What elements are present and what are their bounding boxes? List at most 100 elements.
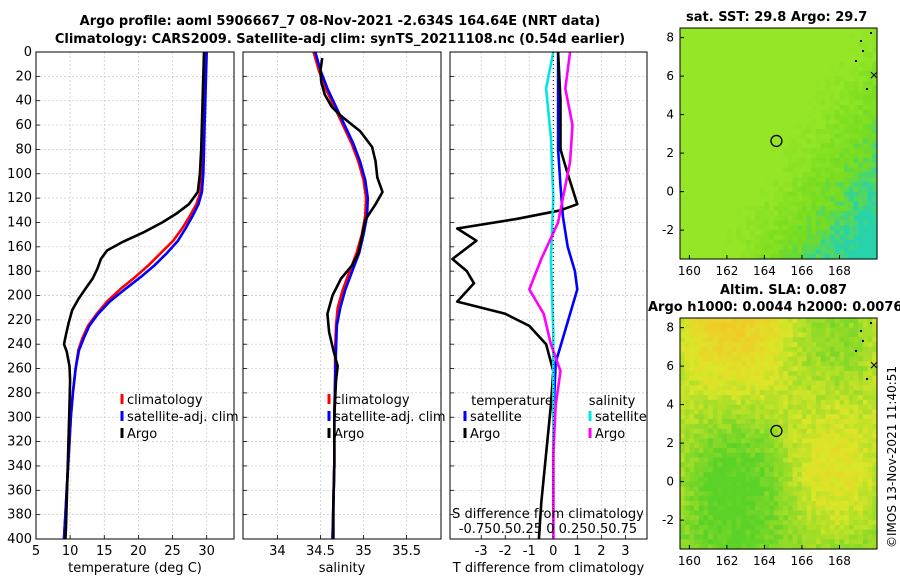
- map-cell: [759, 42, 766, 48]
- map-cell: [816, 244, 822, 250]
- map-cell: [806, 366, 812, 372]
- map-cell: [755, 544, 761, 550]
- map-cell: [830, 196, 836, 202]
- map-cell: [848, 505, 855, 512]
- map-cell: [778, 491, 784, 497]
- map-cell: [745, 515, 751, 521]
- map-cell: [783, 119, 789, 125]
- map-cell: [801, 109, 808, 116]
- map-cell: [773, 114, 780, 121]
- map-cell: [684, 366, 690, 372]
- map-cell: [787, 452, 794, 459]
- map-cell: [783, 47, 789, 53]
- map-cell: [806, 225, 812, 231]
- map-cell: [806, 327, 812, 334]
- map-cell: [736, 395, 742, 401]
- map-cell: [773, 254, 780, 260]
- map-cell: [787, 52, 794, 58]
- map-cell: [778, 230, 784, 236]
- map-cell: [722, 337, 728, 343]
- map-cell: [834, 332, 841, 338]
- map-cell: [773, 138, 780, 145]
- map-cell: [830, 56, 836, 63]
- map-cell: [740, 162, 747, 169]
- map-cell: [862, 153, 869, 159]
- map-cell: [740, 524, 747, 531]
- map-cell: [750, 520, 756, 526]
- map-cell: [703, 510, 709, 516]
- map-cell: [862, 467, 869, 473]
- map-cell: [773, 423, 780, 430]
- map-cell: [689, 462, 695, 468]
- map-cell: [783, 491, 789, 497]
- map-cell: [680, 71, 686, 77]
- map-cell: [872, 167, 878, 173]
- map-cell: [872, 124, 878, 130]
- map-cell: [726, 467, 733, 473]
- map-cell: [853, 42, 859, 48]
- map-cell: [759, 182, 766, 188]
- secondary-x-tick-labels: -0.750.50.25 0 0.250.50.75: [459, 522, 637, 537]
- map-cell: [680, 399, 686, 406]
- map-cell: [867, 337, 873, 343]
- map-cell: [825, 225, 831, 231]
- map-cell: [830, 452, 836, 459]
- map-cell: [698, 346, 705, 353]
- map-cell: [867, 404, 873, 411]
- map-cell: [858, 409, 864, 415]
- map-cell: [867, 95, 873, 101]
- map-cell: [811, 524, 817, 531]
- map-cell: [703, 153, 709, 159]
- map-cell: [825, 404, 831, 411]
- map-cell: [872, 66, 878, 72]
- map-cell: [769, 419, 775, 425]
- map-cell: [708, 510, 714, 516]
- map-cell: [778, 186, 784, 193]
- map-cell: [689, 100, 695, 106]
- map-cell: [755, 385, 761, 391]
- map-cell: [867, 56, 873, 63]
- map-cell: [783, 370, 789, 377]
- map-cell: [731, 143, 737, 149]
- map-cell: [722, 520, 728, 526]
- map-cell: [731, 162, 737, 169]
- map-cell: [792, 191, 798, 198]
- map-cell: [801, 167, 808, 173]
- map-cell: [703, 520, 709, 526]
- map-cell: [764, 95, 770, 101]
- map-cell: [867, 500, 873, 507]
- map-cell: [848, 186, 855, 193]
- map-cell: [825, 505, 831, 512]
- map-cell: [839, 327, 845, 334]
- map-cell: [792, 167, 798, 173]
- map-cell: [839, 486, 845, 492]
- map-cell: [698, 153, 705, 159]
- map-cell: [848, 100, 855, 106]
- map-cell: [731, 105, 737, 111]
- map-cell: [797, 114, 803, 121]
- map-cell: [867, 428, 873, 435]
- map-cell: [825, 476, 831, 483]
- map-cell: [848, 42, 855, 48]
- map-cell: [801, 496, 808, 502]
- map-cell: [872, 215, 878, 222]
- map-cell: [787, 42, 794, 48]
- map-cell: [726, 399, 733, 406]
- map-cell: [872, 423, 878, 430]
- map-cell: [717, 356, 723, 362]
- map-cell: [740, 443, 747, 449]
- map-cell: [862, 167, 869, 173]
- map-cell: [867, 318, 873, 324]
- map-cell: [712, 361, 719, 367]
- map-cell: [816, 539, 822, 545]
- map-cell: [759, 76, 766, 82]
- map-cell: [867, 206, 873, 212]
- map-cell: [698, 505, 705, 512]
- map-cell: [703, 443, 709, 449]
- map-cell: [811, 42, 817, 48]
- map-cell: [731, 375, 737, 382]
- map-cell: [872, 476, 878, 483]
- map-cell: [801, 52, 808, 58]
- map-cell: [830, 47, 836, 53]
- map-cell: [722, 80, 728, 87]
